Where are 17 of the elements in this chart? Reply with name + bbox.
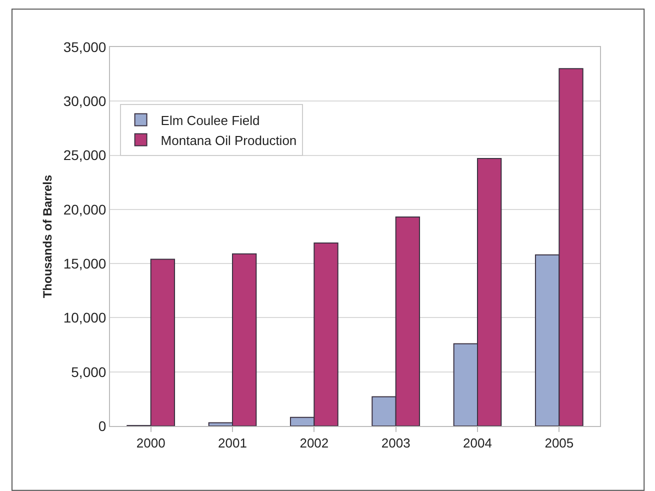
y-axis-title: Thousands of Barrels bbox=[40, 174, 55, 298]
y-tick-label: 20,000 bbox=[63, 201, 106, 218]
y-tick-label: 15,000 bbox=[63, 255, 106, 272]
y-tick-label: 5,000 bbox=[71, 364, 106, 380]
x-tick-label: 2002 bbox=[300, 436, 329, 451]
y-tick-label: 25,000 bbox=[63, 147, 106, 164]
x-tick-label: 2000 bbox=[136, 436, 166, 451]
x-tick-label: 2005 bbox=[544, 436, 574, 451]
x-tick-label: 2001 bbox=[218, 436, 247, 451]
y-tick-label: 10,000 bbox=[63, 310, 106, 326]
y-tick-label: 30,000 bbox=[63, 93, 106, 110]
y-tick-label: 35,000 bbox=[63, 38, 106, 55]
y-tick-label: 0 bbox=[98, 418, 106, 434]
x-tick-label: 2003 bbox=[381, 436, 410, 451]
legend-label: Montana Oil Production bbox=[160, 132, 297, 148]
x-tick-label: 2004 bbox=[463, 436, 492, 451]
legend-label: Elm Coulee Field bbox=[160, 112, 260, 128]
